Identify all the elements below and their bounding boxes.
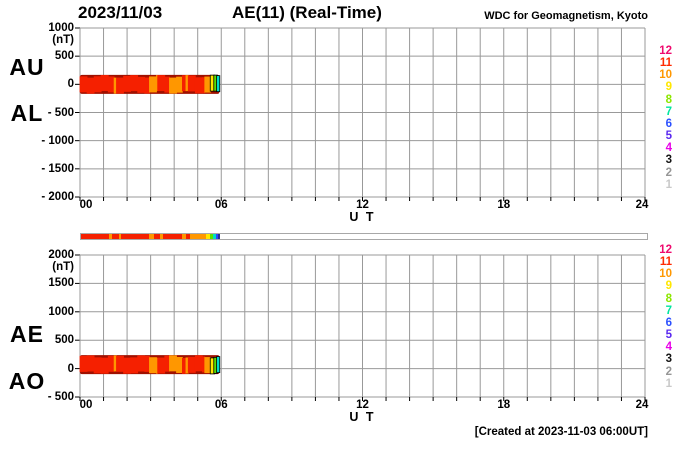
legend-station-11: 11 [659, 256, 672, 269]
side-label-ae: AE [10, 321, 44, 347]
ae-ao-y-tick-label: 500 [54, 334, 74, 347]
legend-station-1: 1 [665, 178, 672, 191]
ae-ao-plot-area [75, 254, 646, 401]
ae-ao-y-tick-label: 1000 [48, 305, 74, 318]
availability-segment [149, 234, 155, 239]
ae-ao-x-tick-label: 06 [214, 399, 228, 411]
page-title: AE(11) (Real-Time) [232, 3, 382, 22]
legend-station-10: 10 [659, 69, 672, 82]
ae-ao-x-tick-label: 24 [635, 399, 649, 411]
au-al-plot-area [75, 27, 646, 201]
legend-station-4: 4 [665, 341, 672, 354]
availability-segment [215, 234, 218, 239]
ae-ao-unit-label: (nT) [52, 261, 74, 273]
au-al-y-tick-label: - 500 [47, 106, 74, 119]
au-al-unit-label: (nT) [52, 34, 74, 46]
legend-station-12: 12 [659, 244, 672, 256]
ae-ao-y-tick-label: - 500 [47, 391, 74, 403]
availability-segment [213, 234, 216, 239]
legend-station-9: 9 [665, 280, 672, 293]
ae-ao-y-tick-label: 0 [67, 362, 74, 375]
ae-ao-x-tick-label: 12 [356, 399, 369, 411]
ae-ao-ut-label: U T [349, 410, 376, 424]
availability-segment [190, 234, 206, 239]
ae-ao-x-tick-label: 18 [497, 399, 511, 411]
legend-station-10: 10 [659, 268, 672, 281]
availability-segment [109, 234, 113, 239]
availability-segment [185, 234, 191, 239]
availability-segment [205, 234, 211, 239]
legend-station-8: 8 [665, 93, 672, 106]
side-label-al: AL [10, 100, 44, 126]
legend-station-12: 12 [659, 45, 672, 57]
legend-station-5: 5 [665, 329, 672, 342]
side-label-ao: AO [8, 368, 46, 394]
date-title: 2023/11/03 [78, 3, 163, 22]
availability-segment [159, 234, 164, 239]
availability-segment [154, 234, 160, 239]
availability-segment [118, 234, 122, 239]
au-al-y-tick-label: 500 [54, 50, 74, 63]
availability-segment [112, 234, 119, 239]
legend-station-7: 7 [665, 304, 672, 317]
ae-ao-x-tick-label: 00 [79, 399, 93, 411]
au-al-y-tick-label: - 1500 [41, 162, 74, 175]
availability-segment [121, 234, 150, 239]
au-al-y-tick-label: - 2000 [41, 191, 74, 203]
ae-ao-y-tick-label: 2000 [48, 249, 74, 261]
availability-segment [163, 234, 183, 239]
availability-segment [210, 234, 214, 239]
organization-label: WDC for Geomagnetism, Kyoto [484, 10, 648, 22]
legend-station-11: 11 [659, 57, 672, 70]
legend-station-5: 5 [665, 130, 672, 143]
legend-station-9: 9 [665, 81, 672, 94]
legend-station-2: 2 [665, 365, 672, 378]
legend-station-6: 6 [665, 117, 672, 130]
legend-station-6: 6 [665, 316, 672, 329]
side-label-au: AU [9, 54, 45, 80]
au-al-y-tick-label: - 1000 [41, 134, 74, 147]
au-al-x-tick-label: 00 [79, 199, 93, 211]
data-availability-bar [80, 233, 648, 240]
legend-station-3: 3 [665, 154, 672, 167]
au-al-x-tick-label: 12 [356, 199, 369, 211]
au-al-ut-label: U T [349, 210, 376, 224]
availability-segment [81, 234, 110, 239]
created-timestamp: [Created at 2023-11-03 06:00UT] [474, 426, 648, 438]
au-al-y-tick-label: 1000 [48, 22, 74, 34]
availability-segment [182, 234, 186, 239]
legend-station-8: 8 [665, 292, 672, 305]
au-al-x-tick-label: 06 [214, 199, 228, 211]
legend-station-7: 7 [665, 105, 672, 118]
au-al-x-tick-label: 18 [497, 199, 511, 211]
au-al-y-tick-label: 0 [67, 78, 74, 91]
legend-station-2: 2 [665, 166, 672, 179]
legend-station-3: 3 [665, 353, 672, 366]
au-al-x-tick-label: 24 [635, 199, 649, 211]
availability-segment [218, 234, 221, 239]
ae-ao-y-tick-label: 1500 [48, 277, 74, 290]
legend-station-1: 1 [665, 377, 672, 390]
legend-station-4: 4 [665, 142, 672, 155]
